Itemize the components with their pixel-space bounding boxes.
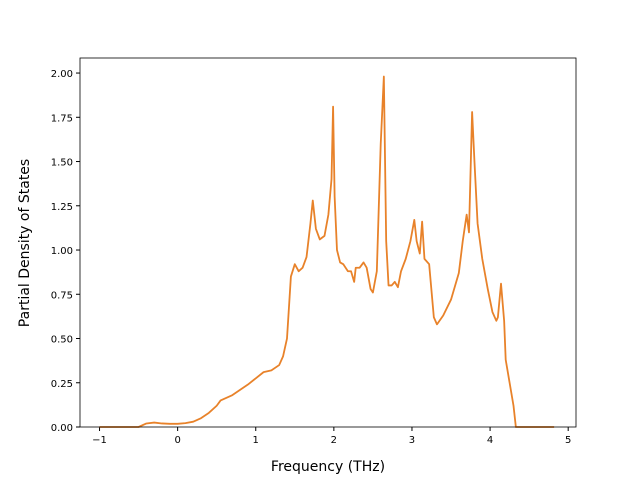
y-tick-label: 0.25 — [51, 379, 73, 390]
y-tick-label: 1.00 — [51, 246, 73, 257]
x-tick-label: 1 — [253, 435, 259, 446]
x-axis-label: Frequency (THz) — [271, 459, 385, 475]
y-tick-label: 1.50 — [51, 158, 73, 169]
y-tick-label: 1.75 — [51, 113, 73, 124]
x-tick-label: 2 — [331, 435, 337, 446]
x-tick-label: −1 — [92, 435, 107, 446]
y-tick-label: 2.00 — [51, 69, 73, 80]
line — [99, 75, 555, 428]
x-tick-label: 0 — [174, 435, 180, 446]
y-tick-label: 0.00 — [51, 423, 73, 434]
x-tick-label: 3 — [409, 435, 415, 446]
plot-frame — [79, 57, 577, 428]
y-tick-label: 0.50 — [51, 335, 73, 346]
y-tick-label: 0.75 — [51, 290, 73, 301]
x-tick-label: 4 — [487, 435, 493, 446]
x-tick-label: 5 — [565, 435, 571, 446]
y-tick-label: 1.25 — [51, 202, 73, 213]
y-axis-label: Partial Density of States — [17, 159, 33, 327]
